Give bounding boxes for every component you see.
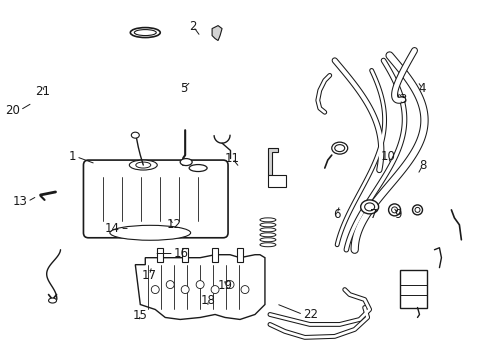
Text: 15: 15: [132, 309, 147, 321]
Text: 21: 21: [35, 85, 50, 98]
Ellipse shape: [414, 207, 419, 212]
Circle shape: [181, 285, 189, 293]
Text: 2: 2: [189, 20, 197, 33]
Circle shape: [241, 285, 248, 293]
Text: 17: 17: [142, 269, 157, 282]
Text: 1: 1: [69, 150, 76, 163]
Polygon shape: [267, 148, 277, 175]
Ellipse shape: [260, 238, 275, 242]
Text: 18: 18: [200, 294, 215, 307]
Ellipse shape: [130, 28, 160, 37]
Ellipse shape: [129, 160, 157, 170]
Circle shape: [225, 280, 234, 289]
Ellipse shape: [180, 159, 192, 166]
Ellipse shape: [110, 225, 190, 240]
Ellipse shape: [364, 203, 374, 211]
Bar: [157, 248, 163, 262]
Text: 14: 14: [105, 222, 120, 235]
Text: 16: 16: [173, 247, 188, 260]
Circle shape: [211, 285, 219, 293]
Text: 3: 3: [399, 93, 406, 106]
Ellipse shape: [412, 205, 422, 215]
Ellipse shape: [334, 145, 344, 152]
Text: 12: 12: [166, 218, 181, 231]
Bar: [399, 270, 427, 307]
Ellipse shape: [260, 223, 275, 227]
Circle shape: [196, 280, 203, 289]
Ellipse shape: [260, 233, 275, 237]
Ellipse shape: [360, 200, 378, 214]
Ellipse shape: [134, 30, 156, 36]
Text: 20: 20: [5, 104, 20, 117]
Polygon shape: [135, 255, 264, 319]
Circle shape: [166, 280, 174, 289]
Polygon shape: [212, 26, 222, 41]
Text: 4: 4: [418, 82, 426, 95]
Circle shape: [151, 285, 159, 293]
FancyBboxPatch shape: [83, 160, 227, 238]
Text: 13: 13: [13, 195, 27, 208]
Bar: [267, 175, 285, 187]
Ellipse shape: [331, 142, 347, 154]
Ellipse shape: [136, 162, 150, 168]
Bar: [212, 248, 218, 262]
Ellipse shape: [388, 204, 400, 216]
Text: 9: 9: [393, 208, 401, 221]
Ellipse shape: [260, 228, 275, 232]
Text: 8: 8: [418, 159, 426, 172]
Ellipse shape: [131, 132, 139, 138]
Ellipse shape: [189, 165, 207, 171]
Text: 5: 5: [180, 82, 187, 95]
Ellipse shape: [260, 243, 275, 247]
Ellipse shape: [260, 218, 275, 222]
Bar: [182, 248, 188, 262]
Ellipse shape: [48, 298, 57, 303]
Text: 7: 7: [369, 208, 377, 221]
Bar: [237, 248, 243, 262]
Text: 10: 10: [380, 150, 395, 163]
Ellipse shape: [391, 207, 397, 213]
Text: 22: 22: [303, 308, 317, 321]
Text: 19: 19: [217, 279, 232, 292]
Text: 6: 6: [333, 208, 340, 221]
Text: 11: 11: [224, 152, 239, 165]
